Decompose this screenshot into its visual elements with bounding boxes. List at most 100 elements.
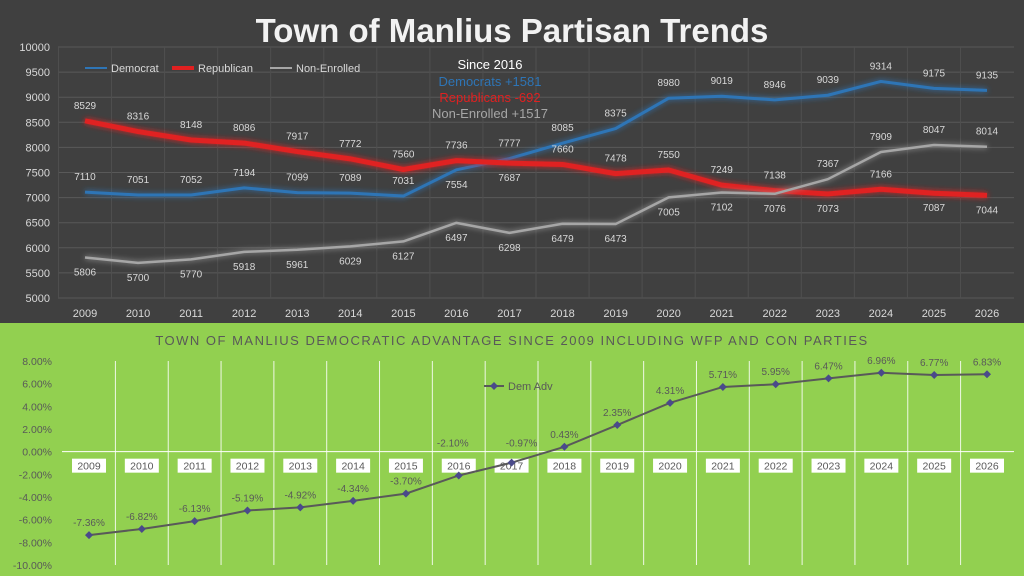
data-point [666,398,675,407]
data-label: 6.47% [814,361,842,372]
y-tick-label: -2.00% [19,469,52,481]
data-point [296,503,305,512]
data-label: 6.96% [867,356,895,367]
legend-marker [490,382,498,390]
x-tick-box [811,458,846,473]
x-tick-box [388,458,423,473]
data-point [137,524,146,533]
x-tick-label: 2021 [711,461,735,473]
data-point [718,382,727,391]
data-label: 7044 [976,205,999,216]
x-tick-label: 2010 [126,308,150,320]
x-tick-label: 2015 [394,461,418,473]
y-tick-label: 10000 [19,42,50,54]
data-label: 9175 [923,68,946,79]
chart-background [0,323,1024,576]
x-tick-box [758,458,793,473]
x-tick-box [864,458,899,473]
y-tick-label: 8000 [26,142,50,154]
legend-label-dem-adv: Dem Adv [508,381,553,393]
annotation-line: Republicans -692 [439,90,540,105]
x-tick-box [547,458,582,473]
y-tick-label: -4.00% [19,492,52,504]
series-line-non-enrolled [84,143,988,265]
x-tick-label: 2011 [179,308,203,320]
annotation-line: Democrats +1581 [439,74,542,89]
x-tick-label: 2025 [922,461,946,473]
data-label: 6473 [604,234,627,245]
x-tick-box [177,458,212,473]
data-point [613,421,622,430]
x-tick-label: 2023 [817,461,841,473]
x-tick-box [600,458,635,473]
y-tick-label: 8500 [26,117,50,129]
data-label: 8316 [127,112,150,123]
x-tick-label: 2010 [130,461,154,473]
x-tick-label: 2019 [606,461,630,473]
data-label: 7554 [445,180,468,191]
partisan-trends-chart: 5000 5500 6000 6500 7000 7500 8000 8500 9000 9500… [19,12,1014,320]
x-tick-label: 2013 [285,308,309,320]
data-label: 6127 [392,251,415,262]
data-point [560,442,569,451]
x-tick-label: 2026 [975,461,999,473]
annotation-line: Non-Enrolled +1517 [432,106,548,121]
data-label: 9039 [817,75,840,86]
data-label: -6.82% [126,512,158,523]
data-label: 5.71% [709,370,737,381]
x-tick-box [336,458,371,473]
legend-label-non-enrolled: Non-Enrolled [296,63,360,75]
data-label: 5.95% [762,367,790,378]
data-label: 9135 [976,70,999,81]
y-tick-label: 6000 [26,243,50,255]
legend-label-republican: Republican [198,63,253,75]
y-tick-label: 5000 [26,293,50,305]
x-tick-label: 2012 [236,461,260,473]
data-label: 9314 [870,61,893,72]
x-tick-label: 2012 [232,308,256,320]
x-tick-label: 2009 [77,461,101,473]
data-label: 2.35% [603,408,631,419]
data-label: 8148 [180,120,203,131]
data-label: 8047 [923,125,946,136]
data-label: 7099 [286,173,309,184]
data-label: 7736 [445,141,468,152]
y-tick-label: 2.00% [22,424,52,436]
y-tick-label: 4.00% [22,401,52,413]
data-label: 7917 [286,132,309,143]
y-tick-label: -8.00% [19,537,52,549]
data-label: 7051 [127,175,150,186]
data-label: 7076 [764,204,787,215]
y-tick-label: 9000 [26,92,50,104]
data-label: 7367 [817,159,840,170]
x-tick-label: 2011 [183,461,206,473]
data-label: 7138 [764,171,787,182]
x-tick-label: 2020 [656,308,680,320]
data-label: 7166 [870,169,893,180]
data-label: 6.77% [920,358,948,369]
x-tick-label: 2018 [550,308,574,320]
data-label: 8375 [604,109,627,120]
x-tick-label: 2022 [763,308,787,320]
data-label: 6029 [339,256,362,267]
data-label: 6.83% [973,357,1001,368]
data-label: 7102 [711,202,734,213]
data-point [454,471,463,480]
data-point [401,489,410,498]
y-tick-label: 7000 [26,193,50,205]
data-label: 6479 [551,234,574,245]
data-label: 5700 [127,273,150,284]
series-line-democrat [84,79,988,198]
data-label: -0.97% [506,439,538,450]
y-tick-label: 0.00% [22,447,52,459]
data-point [877,368,886,377]
x-tick-label: 2015 [391,308,415,320]
x-tick-box [970,458,1004,473]
x-tick-label: 2017 [497,308,521,320]
data-label: 4.31% [656,386,684,397]
data-point [771,380,780,389]
y-tick-label: -6.00% [19,515,52,527]
y-tick-label: -10.00% [13,560,52,572]
x-tick-label: 2013 [289,461,313,473]
data-label: 7660 [551,144,574,155]
